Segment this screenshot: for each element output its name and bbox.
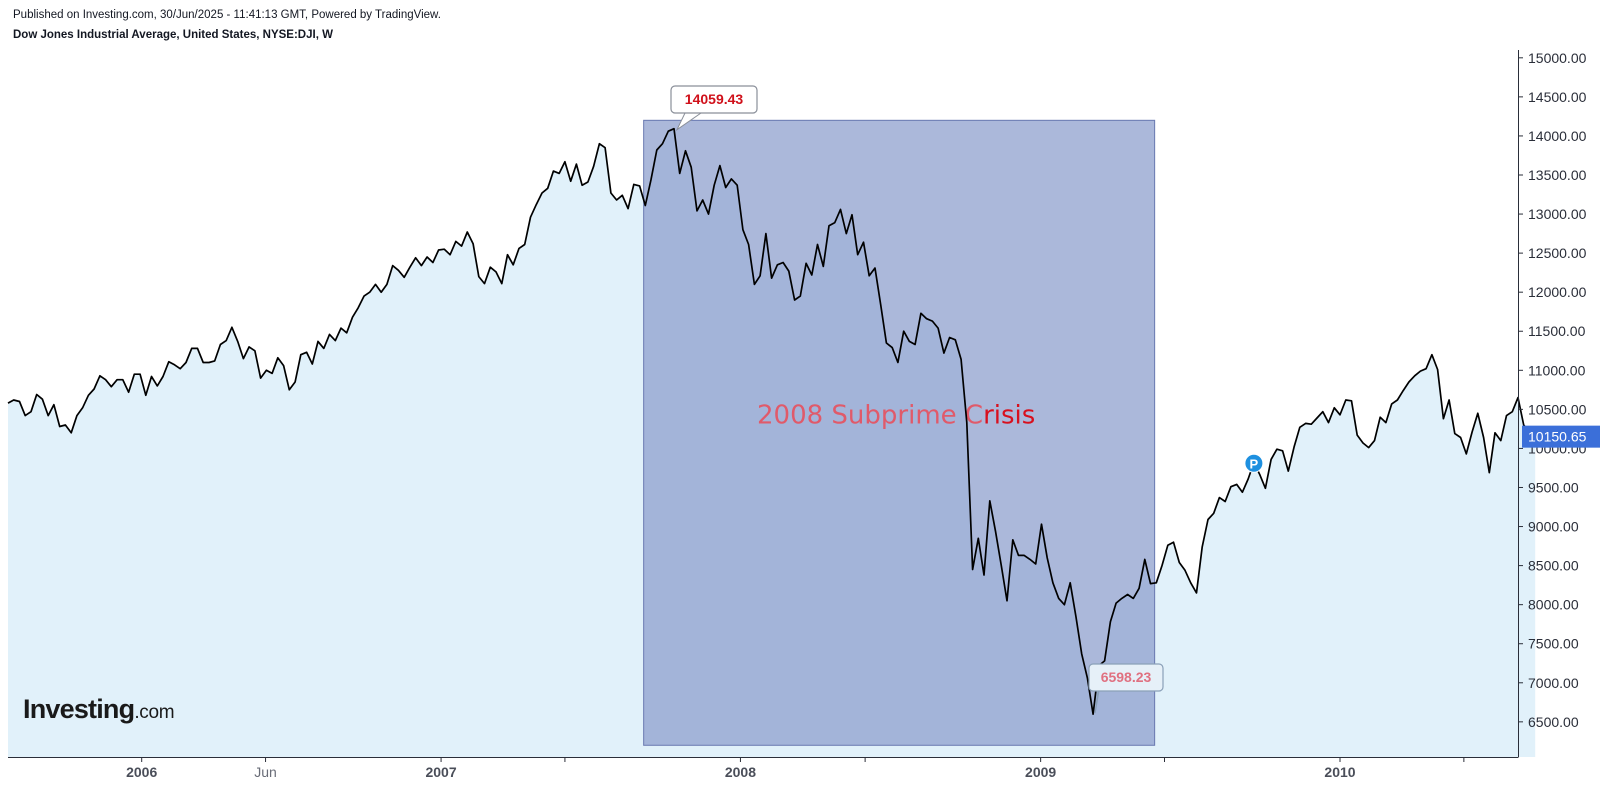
highlight-box [643,119,1156,746]
series-line [7,127,1536,716]
y-tick-label: 12000.00 [1528,284,1587,300]
last-price-label: 10150.65 [1528,429,1587,445]
annotation-text-accent: risis [983,400,1035,430]
y-tick-label: 9500.00 [1528,479,1579,495]
x-tick-label: 2008 [725,764,756,780]
chart-header: Published on Investing.com, 30/Jun/2025 … [13,8,441,42]
trough-label: 6598.23 [1101,669,1152,685]
y-tick-label: 13000.00 [1528,206,1587,222]
published-info: Published on Investing.com, 30/Jun/2025 … [13,9,441,21]
x-tick-label: 2006 [126,764,157,780]
y-tick-label: 6500.00 [1528,714,1579,730]
y-tick-label: 10500.00 [1528,401,1587,417]
peak-callout-box [670,85,758,114]
x-tick-label: 2010 [1324,764,1355,780]
y-tick-label: 8000.00 [1528,597,1579,613]
peak-label: 14059.43 [685,91,744,107]
y-tick-label: 13500.00 [1528,167,1587,183]
x-tick-label: Jun [254,764,277,780]
x-tick-label: 2007 [425,764,456,780]
y-tick-label: 12500.00 [1528,245,1587,261]
trough-callout-box [1088,663,1164,692]
y-tick-label: 8500.00 [1528,558,1579,574]
logo-main: Investing [23,694,135,724]
y-tick-label: 11500.00 [1528,323,1586,339]
annotation-text-main: 2008 Subprime C [757,400,983,430]
y-tick-label: 9000.00 [1528,519,1579,535]
marker-circle [1244,453,1264,473]
marker-label: P [1250,456,1259,471]
symbol-title: Dow Jones Industrial Average, United Sta… [13,29,333,41]
annotation-text: 2008 Subprime Crisis [757,400,1035,430]
y-tick-label: 11000.00 [1528,362,1586,378]
y-tick-label: 14000.00 [1528,128,1587,144]
last-price-badge [1522,425,1600,448]
y-tick-label: 7000.00 [1528,675,1579,691]
logo-suffix: .com [134,702,175,723]
y-tick-label: 7500.00 [1528,636,1579,652]
investing-logo: Investing.com [23,694,175,725]
y-tick-label: 15000.00 [1528,50,1587,66]
y-tick-label: 14500.00 [1528,89,1587,105]
x-tick-label: 2009 [1025,764,1056,780]
